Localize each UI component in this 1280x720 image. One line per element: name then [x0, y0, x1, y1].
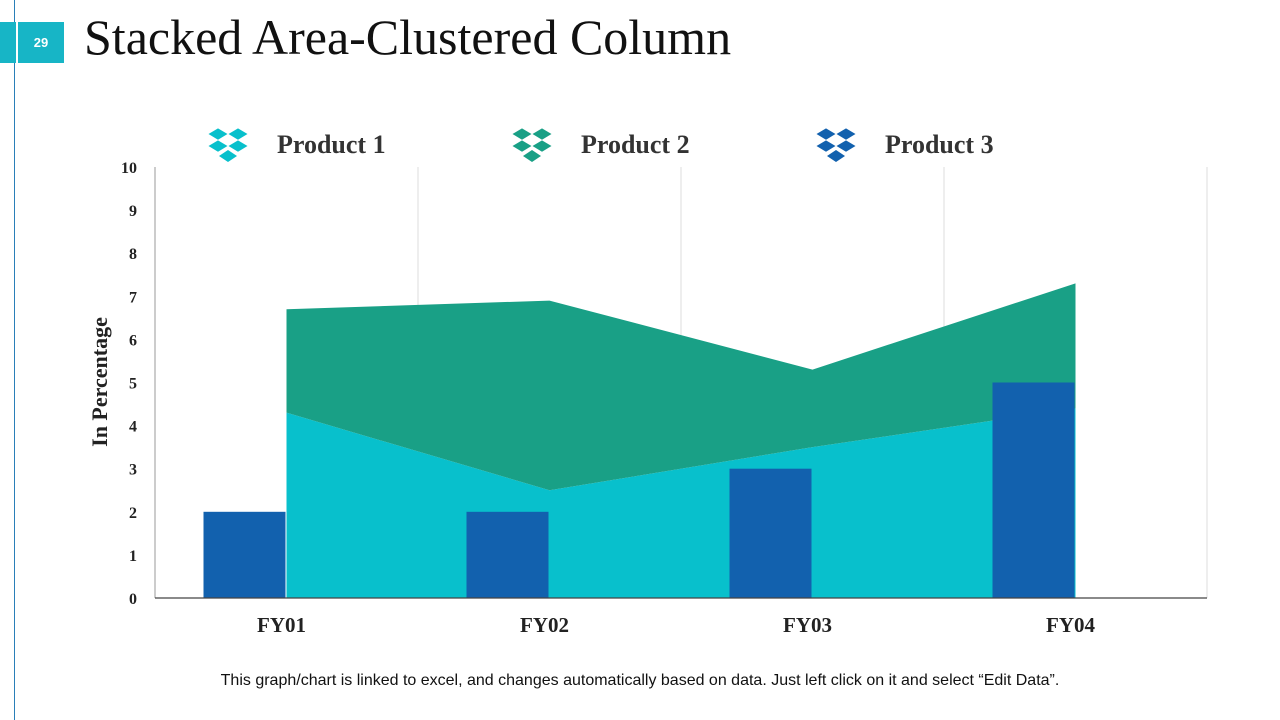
icon-facet: [532, 140, 552, 152]
bar-FY03: [729, 468, 812, 598]
icon-facet: [816, 128, 836, 140]
icon-facet: [836, 128, 856, 140]
legend-label: Product 3: [885, 130, 994, 159]
y-tick-label: 10: [121, 160, 137, 177]
legend-item-1: Product 1: [208, 128, 386, 162]
icon-facet: [208, 128, 228, 140]
icon-facet: [228, 128, 248, 140]
page-number: 29: [16, 22, 64, 63]
area-series-2: [286, 283, 1076, 491]
dropbox-icon: [512, 128, 552, 162]
icon-facet: [219, 150, 237, 162]
icon-facet: [816, 140, 836, 152]
page-title: Stacked Area-Clustered Column: [84, 9, 732, 65]
y-tick-label: 4: [129, 419, 137, 436]
page-number-badge: 29: [0, 22, 64, 63]
legend-item-3: Product 3: [816, 128, 994, 162]
chart-legend: Product 1 Product 2 Product 3: [208, 128, 994, 162]
y-tick-label: 2: [129, 505, 137, 522]
left-rule: [14, 0, 15, 720]
icon-facet: [228, 140, 248, 152]
icon-facet: [512, 128, 532, 140]
y-axis-label: In Percentage: [87, 317, 112, 447]
chart-bars: [203, 382, 1075, 598]
icon-facet: [532, 128, 552, 140]
y-tick-label: 3: [129, 462, 137, 479]
icon-facet: [827, 150, 845, 162]
x-tick-label: FY02: [520, 613, 569, 637]
icon-facet: [523, 150, 541, 162]
y-tick-label: 6: [129, 332, 137, 349]
y-tick-label: 5: [129, 376, 137, 393]
legend-label: Product 2: [581, 130, 690, 159]
chart: Product 1 Product 2 Product 3 0 1 2 3 4 5 6 7 8 9 10…: [87, 128, 1208, 637]
dropbox-icon: [208, 128, 248, 162]
x-tick-label: FY01: [257, 613, 306, 637]
chart-axes: [154, 167, 1207, 599]
legend-label: Product 1: [277, 130, 386, 159]
y-tick-labels: 0 1 2 3 4 5 6 7 8 9 10: [121, 160, 137, 608]
icon-facet: [512, 140, 532, 152]
dropbox-icon: [816, 128, 856, 162]
bar-FY02: [466, 511, 549, 598]
x-tick-label: FY03: [783, 613, 832, 637]
footer-note: This graph/chart is linked to excel, and…: [220, 672, 1060, 689]
y-tick-label: 9: [129, 203, 137, 220]
y-tick-label: 0: [129, 591, 137, 608]
bar-FY01: [203, 511, 286, 598]
legend-item-2: Product 2: [512, 128, 690, 162]
y-tick-label: 8: [129, 246, 137, 263]
y-tick-label: 1: [129, 548, 137, 565]
bar-FY04: [992, 382, 1075, 598]
x-tick-labels: FY01 FY02 FY03 FY04: [257, 613, 1095, 637]
y-tick-label: 7: [129, 289, 137, 306]
icon-facet: [836, 140, 856, 152]
icon-facet: [208, 140, 228, 152]
x-tick-label: FY04: [1046, 613, 1095, 637]
